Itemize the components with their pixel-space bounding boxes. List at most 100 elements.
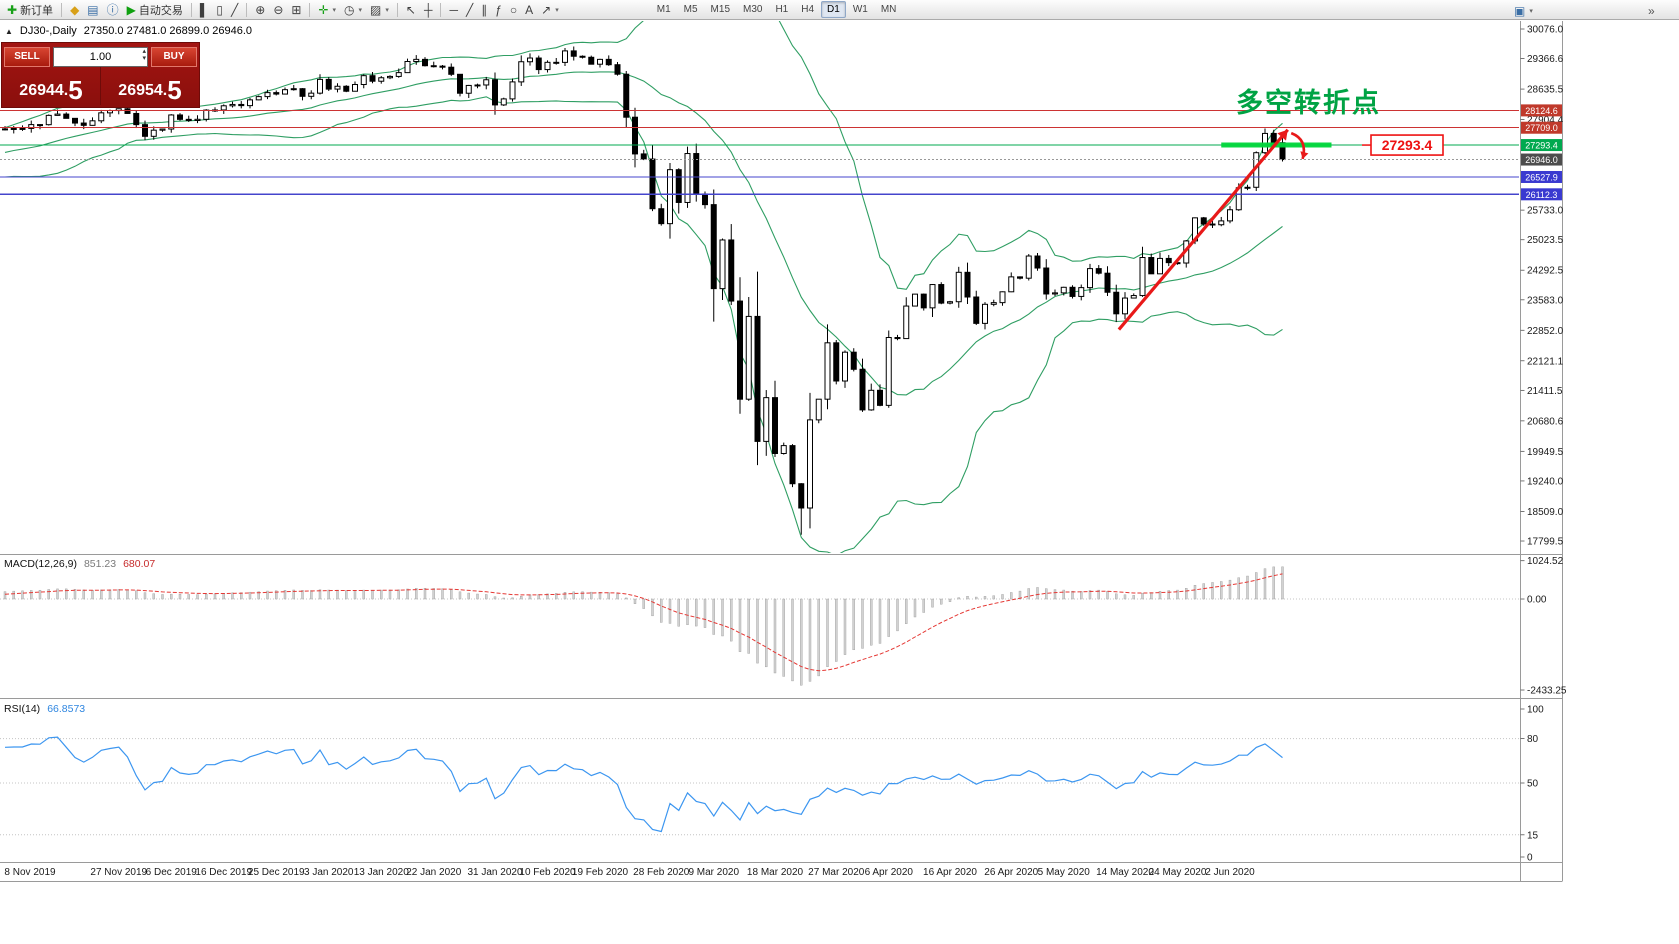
horizontal-line-button[interactable]: ─ [445,0,462,19]
candle-body [308,92,315,97]
market-watch-icon: ◆ [70,2,80,17]
rsi-indicator-header: RSI(14) 66.8573 [4,703,85,715]
rsi-axis-label: 100 [1527,705,1544,716]
candle-body [562,50,568,63]
toolbar-overflow-icon: » [1648,3,1655,18]
rsi-axis-label: 0 [1527,853,1533,864]
turning-point-annotation[interactable]: 多空转折点 [1236,87,1381,118]
timeframe-h4-button[interactable]: H4 [801,4,815,15]
candle-body [1209,223,1216,226]
shapes-button[interactable]: ○ [506,0,521,19]
chart-window-icon: ▣ [1514,3,1526,18]
sell-price[interactable]: 26944. 5 [2,67,101,105]
candle-body [1122,297,1128,315]
indicators-button[interactable]: ✛ ▾ [314,0,340,19]
crosshair-button[interactable]: ┼ [420,0,437,19]
candle-body [824,342,831,400]
timeframe-m1-button[interactable]: M1 [656,4,671,15]
candle-body [658,208,665,225]
zoom-out-icon: ⊖ [273,2,284,17]
fibonacci-button[interactable]: ƒ [491,0,506,19]
sell-price-pips: 5 [68,75,83,105]
bar-chart-button[interactable]: ▌ [196,0,213,19]
date-axis-labels: 8 Nov 2019 27 Nov 20196 Dec 201916 Dec 20… [4,867,1255,878]
price-badge-label: 28124.6 [1525,106,1558,116]
price-axis-label: 25023.5 [1527,235,1564,246]
volume-down-icon[interactable]: ▾ [142,54,146,62]
price-badge-label: 27709.0 [1525,123,1558,133]
candle-body [999,291,1006,304]
candle-body [772,397,778,454]
sell-button[interactable]: SELL [4,46,50,67]
new-order-label: 新订单 [20,4,54,17]
candlestick-chart-button[interactable]: ▯ [212,0,227,19]
chart-plot-area[interactable] [0,22,1519,882]
zoom-out-button[interactable]: ⊖ [269,0,287,19]
price-tag-callout[interactable]: 27293.4 [1362,134,1444,156]
line-chart-button[interactable]: ╱ [227,0,242,19]
buy-price[interactable]: 26954. 5 [101,67,199,105]
macd-axis-label: 0.00 [1527,595,1547,606]
equidistant-channel-icon: ∥ [481,2,488,17]
periods-button[interactable]: ◷ ▾ [340,0,366,19]
cursor-icon: ↖ [405,2,416,17]
templates-button[interactable]: ▨ ▾ [366,0,393,19]
new-order-button[interactable]: ✚ 新订单 [3,0,57,19]
panel-divider-rsi[interactable] [0,696,1562,700]
candle-body [675,169,682,203]
text-label-button[interactable]: A [521,0,537,19]
candle-body [535,57,542,71]
one-click-panel-toggle-icon[interactable]: ▲ [5,26,13,36]
toolbar-overflow-button[interactable]: » [1644,1,1659,20]
autotrading-label: 自动交易 [138,4,183,17]
chart-window-button[interactable]: ▣ ▾ [1510,1,1537,20]
timeframe-m5-button[interactable]: M5 [683,4,698,15]
tile-windows-button[interactable]: ⊞ [287,0,305,19]
macd-axis-label: 1024.52 [1527,556,1564,567]
timeframe-m15-button[interactable]: M15 [710,4,730,15]
arrows-button[interactable]: ↗ ▾ [537,0,563,19]
volume-field[interactable]: ▴▾ [53,46,148,67]
crosshair-icon: ┼ [423,2,433,17]
candle-body [1087,268,1093,289]
candle-body [955,271,962,303]
panel-divider-macd[interactable] [0,552,1562,556]
arrows-icon: ↗ [541,2,552,17]
trend-arrow[interactable] [1117,128,1289,331]
volume-up-icon[interactable]: ▴ [142,47,146,55]
candle-body [1025,255,1032,279]
candle-body [1227,209,1233,222]
price-axis-labels: 30076.0 29366.6 28635.5 27904.4 25733.0 25023… [1520,25,1564,548]
buy-button[interactable]: BUY [151,46,197,67]
price-badge [1521,139,1562,152]
equidistant-channel-button[interactable]: ∥ [477,0,491,19]
timeframe-m30-button[interactable]: M30 [743,4,763,15]
candle-body [1078,287,1085,297]
date-label: 6 Apr 2020 [865,867,914,878]
candle-body [1060,286,1067,294]
date-label: 27 Mar 2020 [808,867,865,878]
zoom-in-button[interactable]: ⊕ [251,0,269,19]
data-window-button[interactable]: ▤ [83,0,102,19]
candle-body [588,56,595,65]
text-label-icon: A [525,2,534,17]
timeframe-h1-button[interactable]: H1 [775,4,789,15]
candle-body [745,315,752,400]
date-axis[interactable] [0,863,1519,882]
timeframe-w1-button[interactable]: W1 [852,4,868,15]
trendline-button[interactable]: ╱ [462,0,477,19]
timeframe-mn-button[interactable]: MN [880,4,897,15]
pullback-arrow[interactable] [1290,131,1309,160]
price-badge [1521,188,1562,201]
autotrading-button[interactable]: ▶ 自动交易 [123,0,187,19]
volume-input[interactable] [54,49,147,64]
candle-body [360,75,367,86]
navigator-button[interactable]: ⓘ [103,0,123,19]
market-watch-button[interactable]: ◆ [66,0,83,19]
cursor-button[interactable]: ↖ [402,0,420,19]
timeframe-d1-button[interactable]: D1 [821,1,846,18]
candle-body [264,92,271,98]
candle-body [623,73,630,118]
price-axis[interactable] [1521,22,1562,882]
